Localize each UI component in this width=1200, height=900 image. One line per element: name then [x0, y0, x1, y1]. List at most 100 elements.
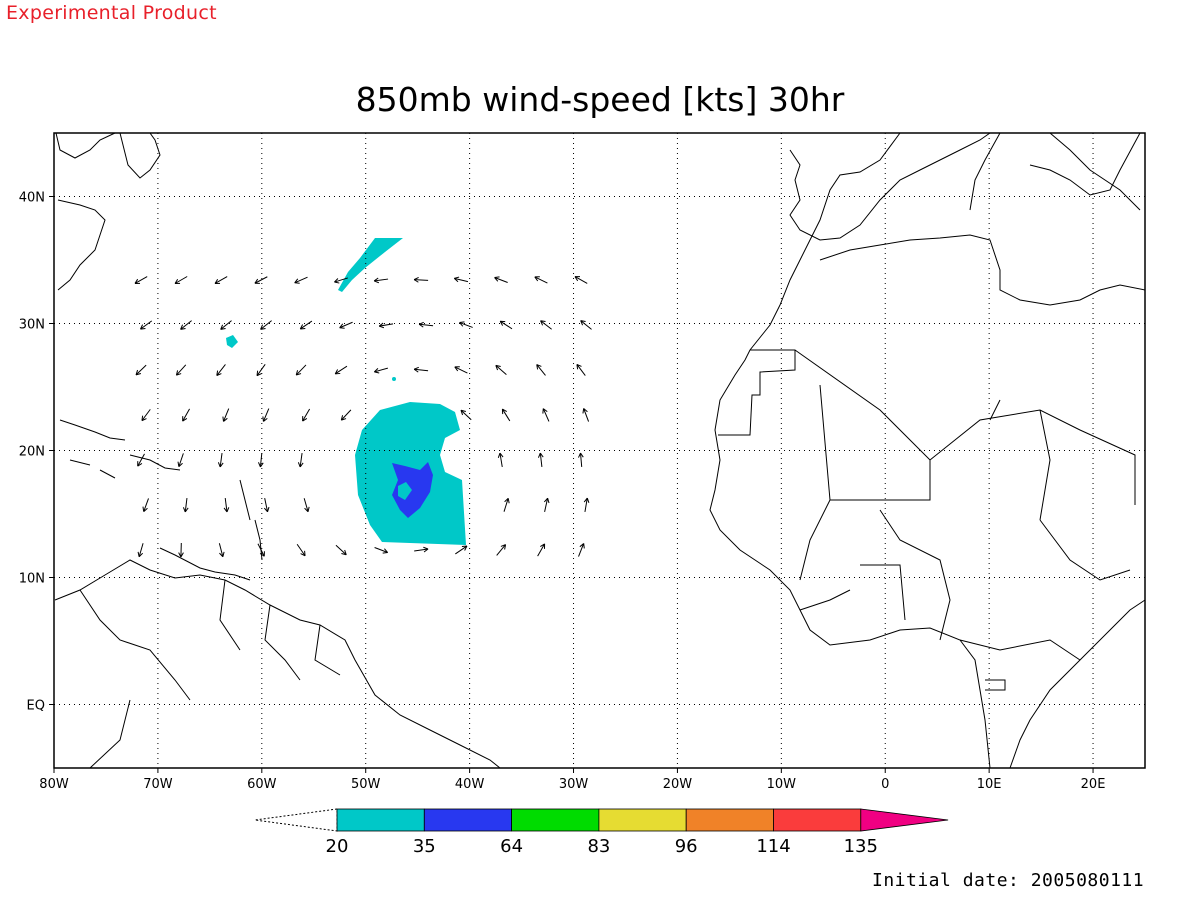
- colorbar-label: 135: [844, 836, 878, 857]
- wind-arrow: [137, 453, 145, 467]
- wind-arrow: [495, 364, 507, 375]
- wind-arrow: [297, 452, 304, 468]
- shade-eye: [398, 482, 412, 500]
- colorbar-bin: [511, 808, 600, 832]
- wind-arrow: [455, 545, 468, 555]
- colorbar-label: 114: [756, 836, 790, 857]
- map-title: 850mb wind-speed [kts] 30hr: [355, 80, 845, 119]
- wind-shading: [226, 238, 466, 545]
- colorbar-bin: [685, 808, 774, 832]
- wind-arrow: [413, 366, 429, 373]
- lon-tick-label: 20W: [663, 777, 693, 792]
- wind-arrow: [257, 543, 265, 557]
- colorbar-bin: [598, 808, 687, 832]
- wind-arrow: [135, 364, 147, 376]
- shade-20-35-dot: [392, 377, 396, 381]
- wind-arrow: [182, 408, 190, 422]
- colorbar-bin: [773, 808, 862, 832]
- wind-vectors: [134, 276, 592, 558]
- lat-tick-label: EQ: [27, 699, 45, 714]
- wind-arrow: [583, 497, 590, 512]
- wind-arrow: [501, 408, 511, 422]
- colorbar-upper-triangle: [860, 808, 949, 832]
- wind-arrow: [258, 452, 264, 468]
- colorbar: 20 35 64 83 96 114 135: [254, 808, 949, 857]
- wind-arrow: [497, 452, 504, 467]
- wind-arrow: [299, 320, 313, 330]
- coast-iberia-europe: [789, 132, 1141, 241]
- wind-arrow: [537, 452, 544, 468]
- wind-arrow: [339, 321, 353, 329]
- wind-arrow: [295, 364, 307, 376]
- wind-arrow: [263, 498, 270, 513]
- wind-arrow: [503, 497, 510, 512]
- colorbar-label: 83: [587, 836, 610, 857]
- colorbar-label: 96: [675, 836, 698, 857]
- shade-35-64-storm: [392, 462, 433, 518]
- coast-south-america: [54, 559, 501, 769]
- lon-tick-label: 50W: [351, 777, 381, 792]
- wind-arrow: [542, 408, 550, 422]
- lat-tick-label: 40N: [19, 191, 45, 206]
- wind-arrow: [223, 497, 230, 513]
- wind-arrow: [137, 543, 144, 558]
- wind-arrow: [459, 321, 473, 328]
- wind-arrow: [296, 543, 306, 557]
- wind-arrow: [254, 276, 268, 284]
- wind-arrow: [220, 320, 232, 330]
- colorbar-bin: [423, 808, 512, 832]
- wind-arrow: [218, 543, 225, 558]
- colorbar-bin: [336, 808, 425, 832]
- grid: [54, 133, 1145, 768]
- wind-arrow: [174, 276, 188, 284]
- wind-arrow: [222, 408, 230, 422]
- shade-20-35-patch: [226, 335, 238, 348]
- wind-arrow: [374, 367, 388, 374]
- lon-tick-label: 10W: [767, 777, 797, 792]
- wind-arrow: [177, 453, 184, 467]
- wind-arrow: [582, 408, 590, 422]
- wind-arrow: [494, 276, 508, 283]
- lon-tick-label: 30W: [559, 777, 589, 792]
- lon-tick-label: 60W: [247, 777, 277, 792]
- wind-arrow: [453, 276, 469, 283]
- lat-tick-label: 30N: [19, 318, 45, 333]
- colorbar-label: 20: [326, 836, 349, 857]
- initial-date: Initial date: 2005080111: [872, 870, 1145, 891]
- wind-arrow: [214, 276, 228, 284]
- wind-arrow: [294, 276, 308, 284]
- wind-arrow: [334, 365, 348, 375]
- coast-caribbean: [59, 419, 263, 581]
- wind-arrow: [256, 364, 266, 377]
- lon-tick-label: 40W: [455, 777, 485, 792]
- colorbar-label: 64: [500, 836, 523, 857]
- wind-arrow: [536, 364, 546, 376]
- wind-arrow: [574, 276, 588, 284]
- product-tag: Experimental Product: [6, 2, 217, 24]
- wind-arrow: [140, 320, 153, 330]
- wind-arrow: [540, 320, 552, 330]
- lon-tick-label: 0: [881, 777, 889, 792]
- wind-arrow: [180, 320, 192, 330]
- wind-arrow: [262, 408, 270, 422]
- lat-tick-label: 10N: [19, 572, 45, 587]
- wind-arrow: [378, 322, 394, 329]
- wind-arrow: [418, 321, 434, 328]
- wind-arrow: [496, 544, 507, 556]
- wind-arrow: [580, 320, 592, 330]
- colorbar-lower-triangle: [254, 808, 338, 832]
- wind-arrow: [454, 366, 468, 374]
- wind-arrow: [141, 409, 151, 422]
- wind-arrow: [414, 546, 429, 553]
- wind-arrow: [576, 363, 586, 376]
- wind-arrow: [175, 364, 187, 376]
- wind-arrow: [413, 277, 429, 283]
- wind-arrow: [182, 497, 189, 513]
- border-south-america: [79, 579, 341, 769]
- coastlines: [54, 132, 1146, 769]
- wind-arrow: [134, 276, 148, 284]
- wind-arrow: [335, 544, 347, 556]
- wind-arrow: [302, 408, 311, 422]
- wind-arrow: [303, 498, 310, 513]
